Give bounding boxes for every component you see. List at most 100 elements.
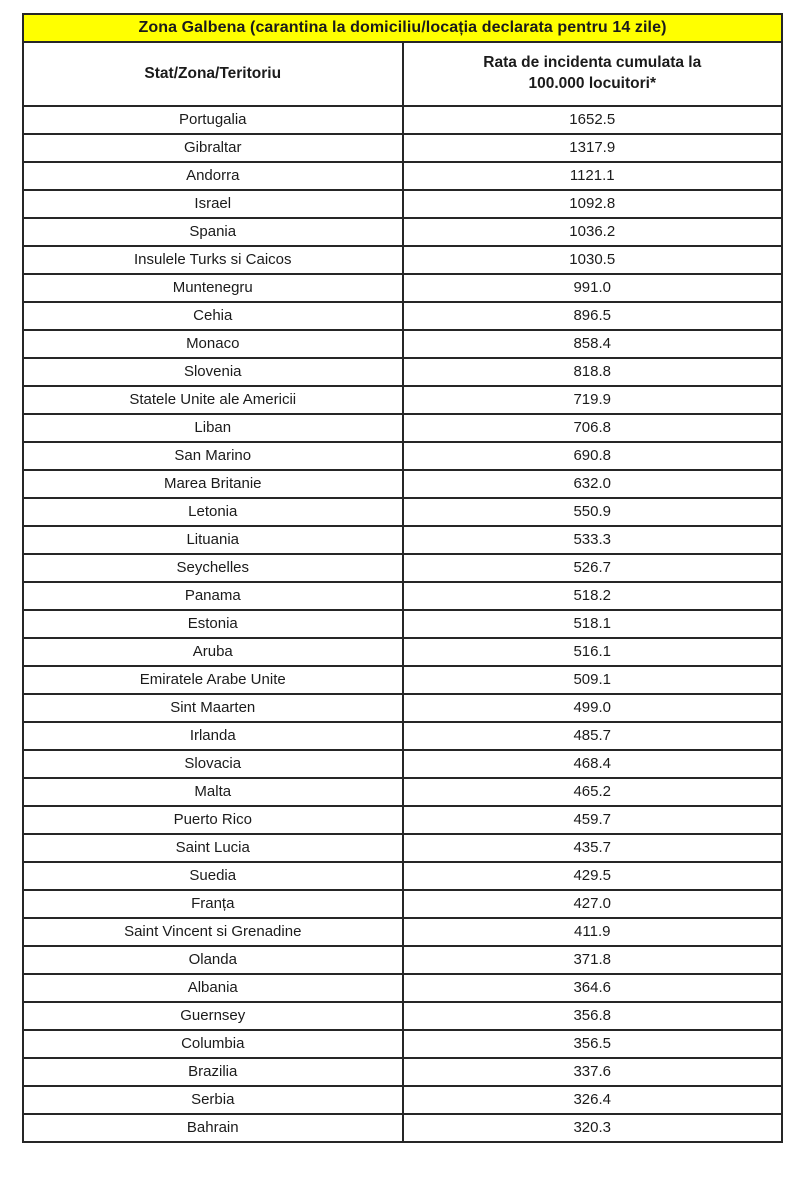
- country-cell: Muntenegru: [22, 273, 404, 303]
- title-row: Zona Galbena (carantina la domiciliu/loc…: [22, 13, 783, 43]
- table-row: Statele Unite ale Americii 719.9: [22, 385, 783, 415]
- rate-cell: 533.3: [401, 525, 783, 555]
- rate-cell: 632.0: [401, 469, 783, 499]
- table-row: Estonia 518.1: [22, 609, 783, 639]
- table-row: Saint Lucia 435.7: [22, 833, 783, 863]
- country-cell: Albania: [22, 973, 404, 1003]
- rate-cell: 991.0: [401, 273, 783, 303]
- table-row: Seychelles 526.7: [22, 553, 783, 583]
- rate-cell: 858.4: [401, 329, 783, 359]
- country-cell: Insulele Turks si Caicos: [22, 245, 404, 275]
- country-cell: Olanda: [22, 945, 404, 975]
- rate-cell: 435.7: [401, 833, 783, 863]
- rate-cell: 427.0: [401, 889, 783, 919]
- table-row: Insulele Turks si Caicos 1030.5: [22, 245, 783, 275]
- table-row: Suedia 429.5: [22, 861, 783, 891]
- country-cell: Guernsey: [22, 1001, 404, 1031]
- table-row: Muntenegru 991.0: [22, 273, 783, 303]
- country-cell: Marea Britanie: [22, 469, 404, 499]
- country-cell: Estonia: [22, 609, 404, 639]
- country-cell: Portugalia: [22, 105, 404, 135]
- rate-cell: 550.9: [401, 497, 783, 527]
- rate-cell: 337.6: [401, 1057, 783, 1087]
- rate-cell: 411.9: [401, 917, 783, 947]
- rate-cell: 509.1: [401, 665, 783, 695]
- rate-cell: 468.4: [401, 749, 783, 779]
- table-row: Albania 364.6: [22, 973, 783, 1003]
- table-row: Sint Maarten 499.0: [22, 693, 783, 723]
- rate-cell: 526.7: [401, 553, 783, 583]
- rate-cell: 326.4: [401, 1085, 783, 1115]
- country-cell: Saint Vincent si Grenadine: [22, 917, 404, 947]
- table-row: Malta 465.2: [22, 777, 783, 807]
- country-cell: Letonia: [22, 497, 404, 527]
- country-cell: San Marino: [22, 441, 404, 471]
- country-cell: Saint Lucia: [22, 833, 404, 863]
- column-header-country: Stat/Zona/Teritoriu: [22, 41, 404, 107]
- country-cell: Puerto Rico: [22, 805, 404, 835]
- rate-cell: 896.5: [401, 301, 783, 331]
- table-row: Franța 427.0: [22, 889, 783, 919]
- country-cell: Cehia: [22, 301, 404, 331]
- zona-galbena-table: Zona Galbena (carantina la domiciliu/loc…: [22, 13, 783, 1143]
- table-row: Olanda 371.8: [22, 945, 783, 975]
- country-cell: Monaco: [22, 329, 404, 359]
- table-row: Saint Vincent si Grenadine 411.9: [22, 917, 783, 947]
- table-row: Emiratele Arabe Unite 509.1: [22, 665, 783, 695]
- country-cell: Malta: [22, 777, 404, 807]
- country-cell: Seychelles: [22, 553, 404, 583]
- country-cell: Suedia: [22, 861, 404, 891]
- rate-cell: 518.1: [401, 609, 783, 639]
- table-title: Zona Galbena (carantina la domiciliu/loc…: [22, 13, 783, 43]
- rate-cell: 1030.5: [401, 245, 783, 275]
- table-row: Bahrain 320.3: [22, 1113, 783, 1143]
- table-row: Guernsey 356.8: [22, 1001, 783, 1031]
- table-row: Gibraltar 1317.9: [22, 133, 783, 163]
- table-row: Serbia 326.4: [22, 1085, 783, 1115]
- rate-cell: 356.8: [401, 1001, 783, 1031]
- country-cell: Spania: [22, 217, 404, 247]
- country-cell: Columbia: [22, 1029, 404, 1059]
- rate-cell: 371.8: [401, 945, 783, 975]
- table-row: Spania 1036.2: [22, 217, 783, 247]
- column-header-row: Stat/Zona/Teritoriu Rata de incidenta cu…: [22, 41, 783, 107]
- rate-cell: 364.6: [401, 973, 783, 1003]
- table-head: Zona Galbena (carantina la domiciliu/loc…: [22, 13, 783, 107]
- table-row: Panama 518.2: [22, 581, 783, 611]
- rate-cell: 485.7: [401, 721, 783, 751]
- rate-cell: 499.0: [401, 693, 783, 723]
- country-cell: Lituania: [22, 525, 404, 555]
- country-cell: Sint Maarten: [22, 693, 404, 723]
- table-row: Slovacia 468.4: [22, 749, 783, 779]
- table-row: Andorra 1121.1: [22, 161, 783, 191]
- rate-cell: 706.8: [401, 413, 783, 443]
- country-cell: Slovenia: [22, 357, 404, 387]
- rate-cell: 690.8: [401, 441, 783, 471]
- country-cell: Israel: [22, 189, 404, 219]
- country-cell: Franța: [22, 889, 404, 919]
- country-cell: Bahrain: [22, 1113, 404, 1143]
- rate-cell: 1317.9: [401, 133, 783, 163]
- rate-cell: 516.1: [401, 637, 783, 667]
- rate-cell: 1036.2: [401, 217, 783, 247]
- rate-cell: 459.7: [401, 805, 783, 835]
- table-row: Aruba 516.1: [22, 637, 783, 667]
- country-cell: Emiratele Arabe Unite: [22, 665, 404, 695]
- rate-cell: 818.8: [401, 357, 783, 387]
- column-header-rate-line2: 100.000 locuitori*: [528, 75, 656, 92]
- rate-cell: 465.2: [401, 777, 783, 807]
- rate-cell: 320.3: [401, 1113, 783, 1143]
- table-body: Portugalia 1652.5 Gibraltar 1317.9 Andor…: [22, 105, 783, 1143]
- rate-cell: 1652.5: [401, 105, 783, 135]
- country-cell: Serbia: [22, 1085, 404, 1115]
- table-row: Portugalia 1652.5: [22, 105, 783, 135]
- country-cell: Slovacia: [22, 749, 404, 779]
- table-row: San Marino 690.8: [22, 441, 783, 471]
- country-cell: Andorra: [22, 161, 404, 191]
- table-row: Letonia 550.9: [22, 497, 783, 527]
- table-row: Monaco 858.4: [22, 329, 783, 359]
- table-row: Columbia 356.5: [22, 1029, 783, 1059]
- country-cell: Liban: [22, 413, 404, 443]
- rate-cell: 1092.8: [401, 189, 783, 219]
